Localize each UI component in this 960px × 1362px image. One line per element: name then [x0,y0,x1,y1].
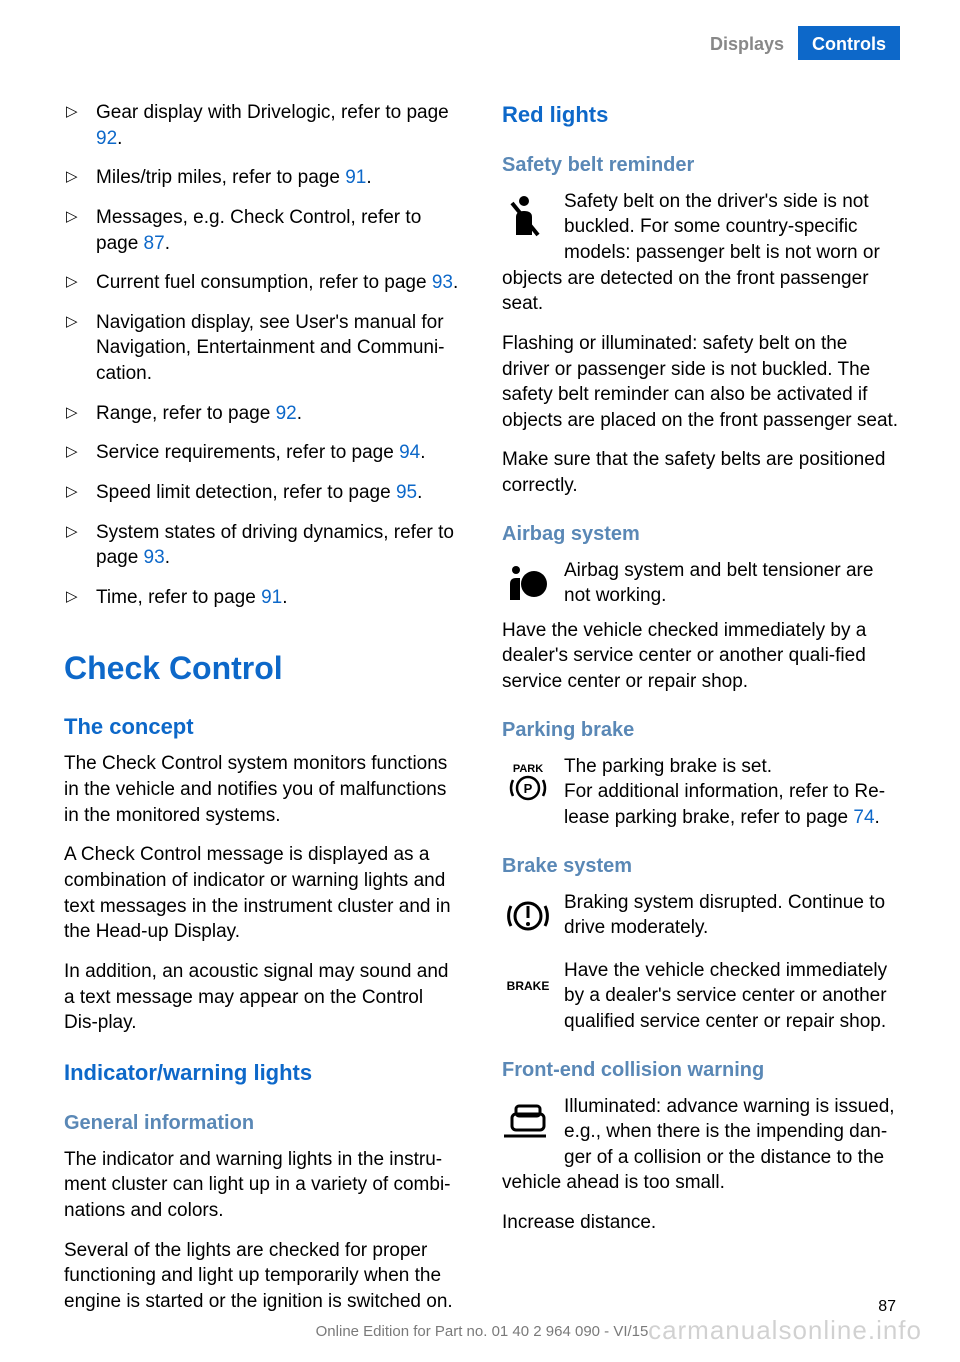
warning-block: Airbag system and belt tensioner are not… [502,558,900,612]
list-text: Time, refer to page [96,587,261,608]
svg-text:PARK: PARK [513,763,543,775]
list-text-tail: . [366,167,371,188]
warning-text: Airbag system and belt tensioner are not… [564,560,873,607]
warning-block: Safety belt on the driver's side is not … [502,189,900,317]
list-text-tail: . [420,442,425,463]
list-text-tail: . [417,482,422,503]
list-item: Service requirements, refer to page 94. [64,440,462,466]
subsubsection-heading: Parking brake [502,717,900,744]
list-text: Range, refer to page [96,403,276,424]
warning-text: For additional information, refer to Re‐… [564,781,885,828]
svg-text:BRAKE: BRAKE [507,979,550,993]
body-text: The indicator and warning lights in the … [64,1147,462,1224]
page-header: Displays Controls [696,26,900,60]
subsection-heading: Red lights [502,100,900,130]
warning-block: BRAKE Have the vehicle checked immediate… [502,958,900,1035]
watermark-text: carmanualsonline.info [648,1313,922,1348]
warning-block: PARK P The parking brake is set. For addi… [502,754,900,831]
warning-text-tail: . [875,807,880,828]
page-link[interactable]: 92 [276,403,297,424]
header-section-label: Displays [696,26,798,60]
body-text: In addition, an acoustic signal may soun… [64,959,462,1036]
page-link[interactable]: 92 [96,128,117,149]
right-column: Red lights Safety belt reminder Safety b… [502,100,900,1328]
left-column: Gear display with Drivelogic, refer to p… [64,100,462,1328]
list-item: Speed limit detection, refer to page 95. [64,480,462,506]
subsubsection-heading: Safety belt reminder [502,152,900,179]
reference-list: Gear display with Drivelogic, refer to p… [64,100,462,611]
page-link[interactable]: 93 [432,272,453,293]
subsubsection-heading: Brake system [502,853,900,880]
subsubsection-heading: Front-end collision warning [502,1057,900,1084]
header-chapter-label: Controls [798,26,900,60]
list-text: Speed limit detection, refer to page [96,482,396,503]
seatbelt-icon [502,189,554,241]
subsection-heading: Indicator/warning lights [64,1058,462,1088]
warning-block: Braking system disrupted. Continue to dr… [502,890,900,944]
page-link[interactable]: 94 [399,442,420,463]
warning-text: The parking brake is set. [564,756,772,777]
list-text-tail: . [117,128,122,149]
warning-text: Illuminated: advance warning is issued, … [502,1096,895,1194]
body-text: Flashing or illuminated: safety belt on … [502,331,900,434]
body-text: The Check Control system monitors functi… [64,751,462,828]
list-text-tail: . [165,547,170,568]
body-text: Have the vehicle checked immediately by … [502,618,900,695]
page-link[interactable]: 87 [144,233,165,254]
list-text-tail: . [282,587,287,608]
list-text: Miles/trip miles, refer to page [96,167,345,188]
list-text-tail: . [297,403,302,424]
parking-brake-icon: PARK P [502,754,554,806]
airbag-icon [502,558,554,610]
list-item: Time, refer to page 91. [64,585,462,611]
body-text: A Check Control message is displayed as … [64,842,462,945]
brake-text-icon: BRAKE [502,958,554,1010]
page-link[interactable]: 95 [396,482,417,503]
warning-text: Braking system disrupted. Continue to dr… [564,892,885,939]
svg-text:P: P [524,781,533,796]
warning-text: Have the vehicle checked immediately by … [564,960,887,1032]
warning-text: Safety belt on the driver's side is not … [502,191,880,315]
warning-block: Illuminated: advance warning is issued, … [502,1094,900,1197]
list-text: Current fuel consumption, refer to page [96,272,432,293]
list-text: Gear display with Drivelogic, refer to p… [96,102,449,123]
list-text: Service requirements, refer to page [96,442,399,463]
section-heading: Check Control [64,647,462,690]
list-item: Range, refer to page 92. [64,401,462,427]
page-link[interactable]: 91 [345,167,366,188]
list-item: Navigation display, see User's manual fo… [64,310,462,387]
list-item: Messages, e.g. Check Control, refer to p… [64,205,462,256]
list-text-tail: . [165,233,170,254]
page-link[interactable]: 74 [853,807,874,828]
list-item: Miles/trip miles, refer to page 91. [64,165,462,191]
page-link[interactable]: 93 [144,547,165,568]
body-text: Make sure that the safety belts are posi… [502,447,900,498]
page-content: Gear display with Drivelogic, refer to p… [64,100,900,1328]
collision-warning-icon [502,1094,554,1146]
list-text-tail: . [453,272,458,293]
subsubsection-heading: Airbag system [502,521,900,548]
subsection-heading: The concept [64,712,462,742]
list-text: Navigation display, see User's manual fo… [96,312,445,384]
subsubsection-heading: General information [64,1110,462,1137]
list-item: System states of driving dynamics, refer… [64,520,462,571]
brake-warning-icon [502,890,554,942]
list-item: Current fuel consumption, refer to page … [64,270,462,296]
body-text: Several of the lights are checked for pr… [64,1238,462,1315]
body-text: Increase distance. [502,1210,900,1236]
page-link[interactable]: 91 [261,587,282,608]
list-item: Gear display with Drivelogic, refer to p… [64,100,462,151]
